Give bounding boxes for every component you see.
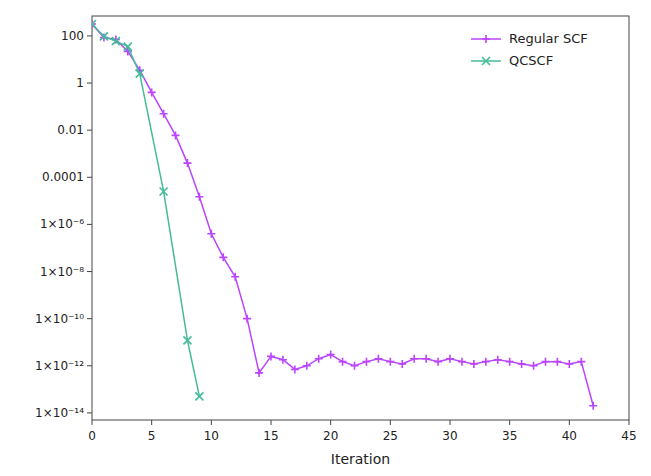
y-tick <box>87 83 92 84</box>
y-tick-label: 1×10⁻⁸ <box>40 265 84 279</box>
series-marker <box>195 392 203 400</box>
x-tick-label: 35 <box>502 429 517 443</box>
y-tick-label: 0.0001 <box>42 170 84 184</box>
y-axis: 100 1 0.01 0.0001 1×10⁻⁶ 1×10⁻⁸ 1×10⁻¹⁰ 1×10⁻¹²… <box>35 29 92 420</box>
series-marker <box>207 230 215 238</box>
series-marker <box>518 360 526 368</box>
y-tick-label: 100 <box>61 29 84 43</box>
series-marker <box>315 355 323 363</box>
x-tick-label: 45 <box>621 429 636 443</box>
x-tick-label: 20 <box>323 429 338 443</box>
series-marker <box>374 355 382 363</box>
series-marker <box>434 358 442 366</box>
y-tick <box>87 412 92 413</box>
series-marker <box>351 362 359 370</box>
series-marker <box>255 369 263 377</box>
series-marker <box>530 362 538 370</box>
series-marker <box>494 356 502 364</box>
x-tick-label: 0 <box>88 429 96 443</box>
x-tick <box>330 420 331 425</box>
y-tick <box>87 177 92 178</box>
x-tick-label: 5 <box>148 429 156 443</box>
series-marker <box>92 20 96 28</box>
series-marker <box>565 360 573 368</box>
y-tick <box>87 224 92 225</box>
y-tick <box>87 365 92 366</box>
series-marker <box>112 37 120 45</box>
series-marker <box>589 402 597 410</box>
x-tick <box>629 420 630 425</box>
x-tick-label: 10 <box>204 429 219 443</box>
x-tick-label: 40 <box>562 429 577 443</box>
series-marker <box>279 356 287 364</box>
legend-marker <box>482 35 490 43</box>
series-marker <box>386 358 394 366</box>
x-tick <box>151 420 152 425</box>
series-line <box>92 24 199 396</box>
series-marker <box>470 360 478 368</box>
series-marker <box>172 131 180 139</box>
series-marker <box>362 358 370 366</box>
series-marker <box>553 358 561 366</box>
plot-area <box>92 20 597 410</box>
y-tick <box>87 35 92 36</box>
x-axis-label: Iteration <box>331 451 390 467</box>
series-marker <box>243 315 251 323</box>
x-tick <box>271 420 272 425</box>
series-marker <box>291 365 299 373</box>
legend-marker <box>482 57 490 65</box>
x-tick <box>211 420 212 425</box>
x-tick <box>509 420 510 425</box>
x-tick <box>390 420 391 425</box>
series-marker <box>219 253 227 261</box>
series-marker <box>410 355 418 363</box>
y-tick <box>87 318 92 319</box>
y-tick <box>87 271 92 272</box>
x-tick-label: 15 <box>263 429 278 443</box>
series-marker <box>124 43 132 51</box>
series-marker <box>267 352 275 360</box>
legend-label: QCSCF <box>509 53 553 68</box>
series-marker <box>482 358 490 366</box>
series-marker <box>231 273 239 281</box>
series-marker <box>303 362 311 370</box>
series-marker <box>327 351 335 359</box>
series-marker <box>183 336 191 344</box>
series-marker <box>160 110 168 118</box>
series-marker <box>506 358 514 366</box>
series-line <box>92 24 593 406</box>
y-tick-label: 1×10⁻¹² <box>35 359 84 373</box>
series-marker <box>183 159 191 167</box>
x-tick <box>450 420 451 425</box>
x-tick <box>569 420 570 425</box>
y-tick-label: 1×10⁻⁶ <box>40 217 84 231</box>
x-axis: 0 5 10 15 20 25 30 35 40 45 <box>88 420 636 443</box>
series-marker <box>148 88 156 96</box>
series-marker <box>160 187 168 195</box>
x-tick-label: 25 <box>383 429 398 443</box>
series-marker <box>398 360 406 368</box>
series-marker <box>136 70 144 78</box>
series-marker <box>458 358 466 366</box>
plot-frame <box>92 16 629 420</box>
legend-label: Regular SCF <box>509 31 588 46</box>
x-tick-label: 30 <box>442 429 457 443</box>
x-tick <box>92 420 93 425</box>
y-tick-label: 1×10⁻¹⁴ <box>35 406 84 420</box>
y-tick-label: 0.01 <box>57 123 84 137</box>
series-marker <box>339 358 347 366</box>
y-tick <box>87 130 92 131</box>
series-marker <box>541 358 549 366</box>
series-marker <box>577 358 585 366</box>
series-marker <box>446 355 454 363</box>
series-marker <box>195 193 203 201</box>
series-marker <box>100 32 108 40</box>
chart: 0 5 10 15 20 25 30 35 40 45 Iteration 100 1 0.01 0.000… <box>0 0 651 476</box>
series-marker <box>92 20 96 28</box>
legend: Regular SCF QCSCF <box>471 31 588 68</box>
series-marker <box>422 355 430 363</box>
y-tick-label: 1 <box>76 76 84 90</box>
y-tick-label: 1×10⁻¹⁰ <box>35 312 84 326</box>
